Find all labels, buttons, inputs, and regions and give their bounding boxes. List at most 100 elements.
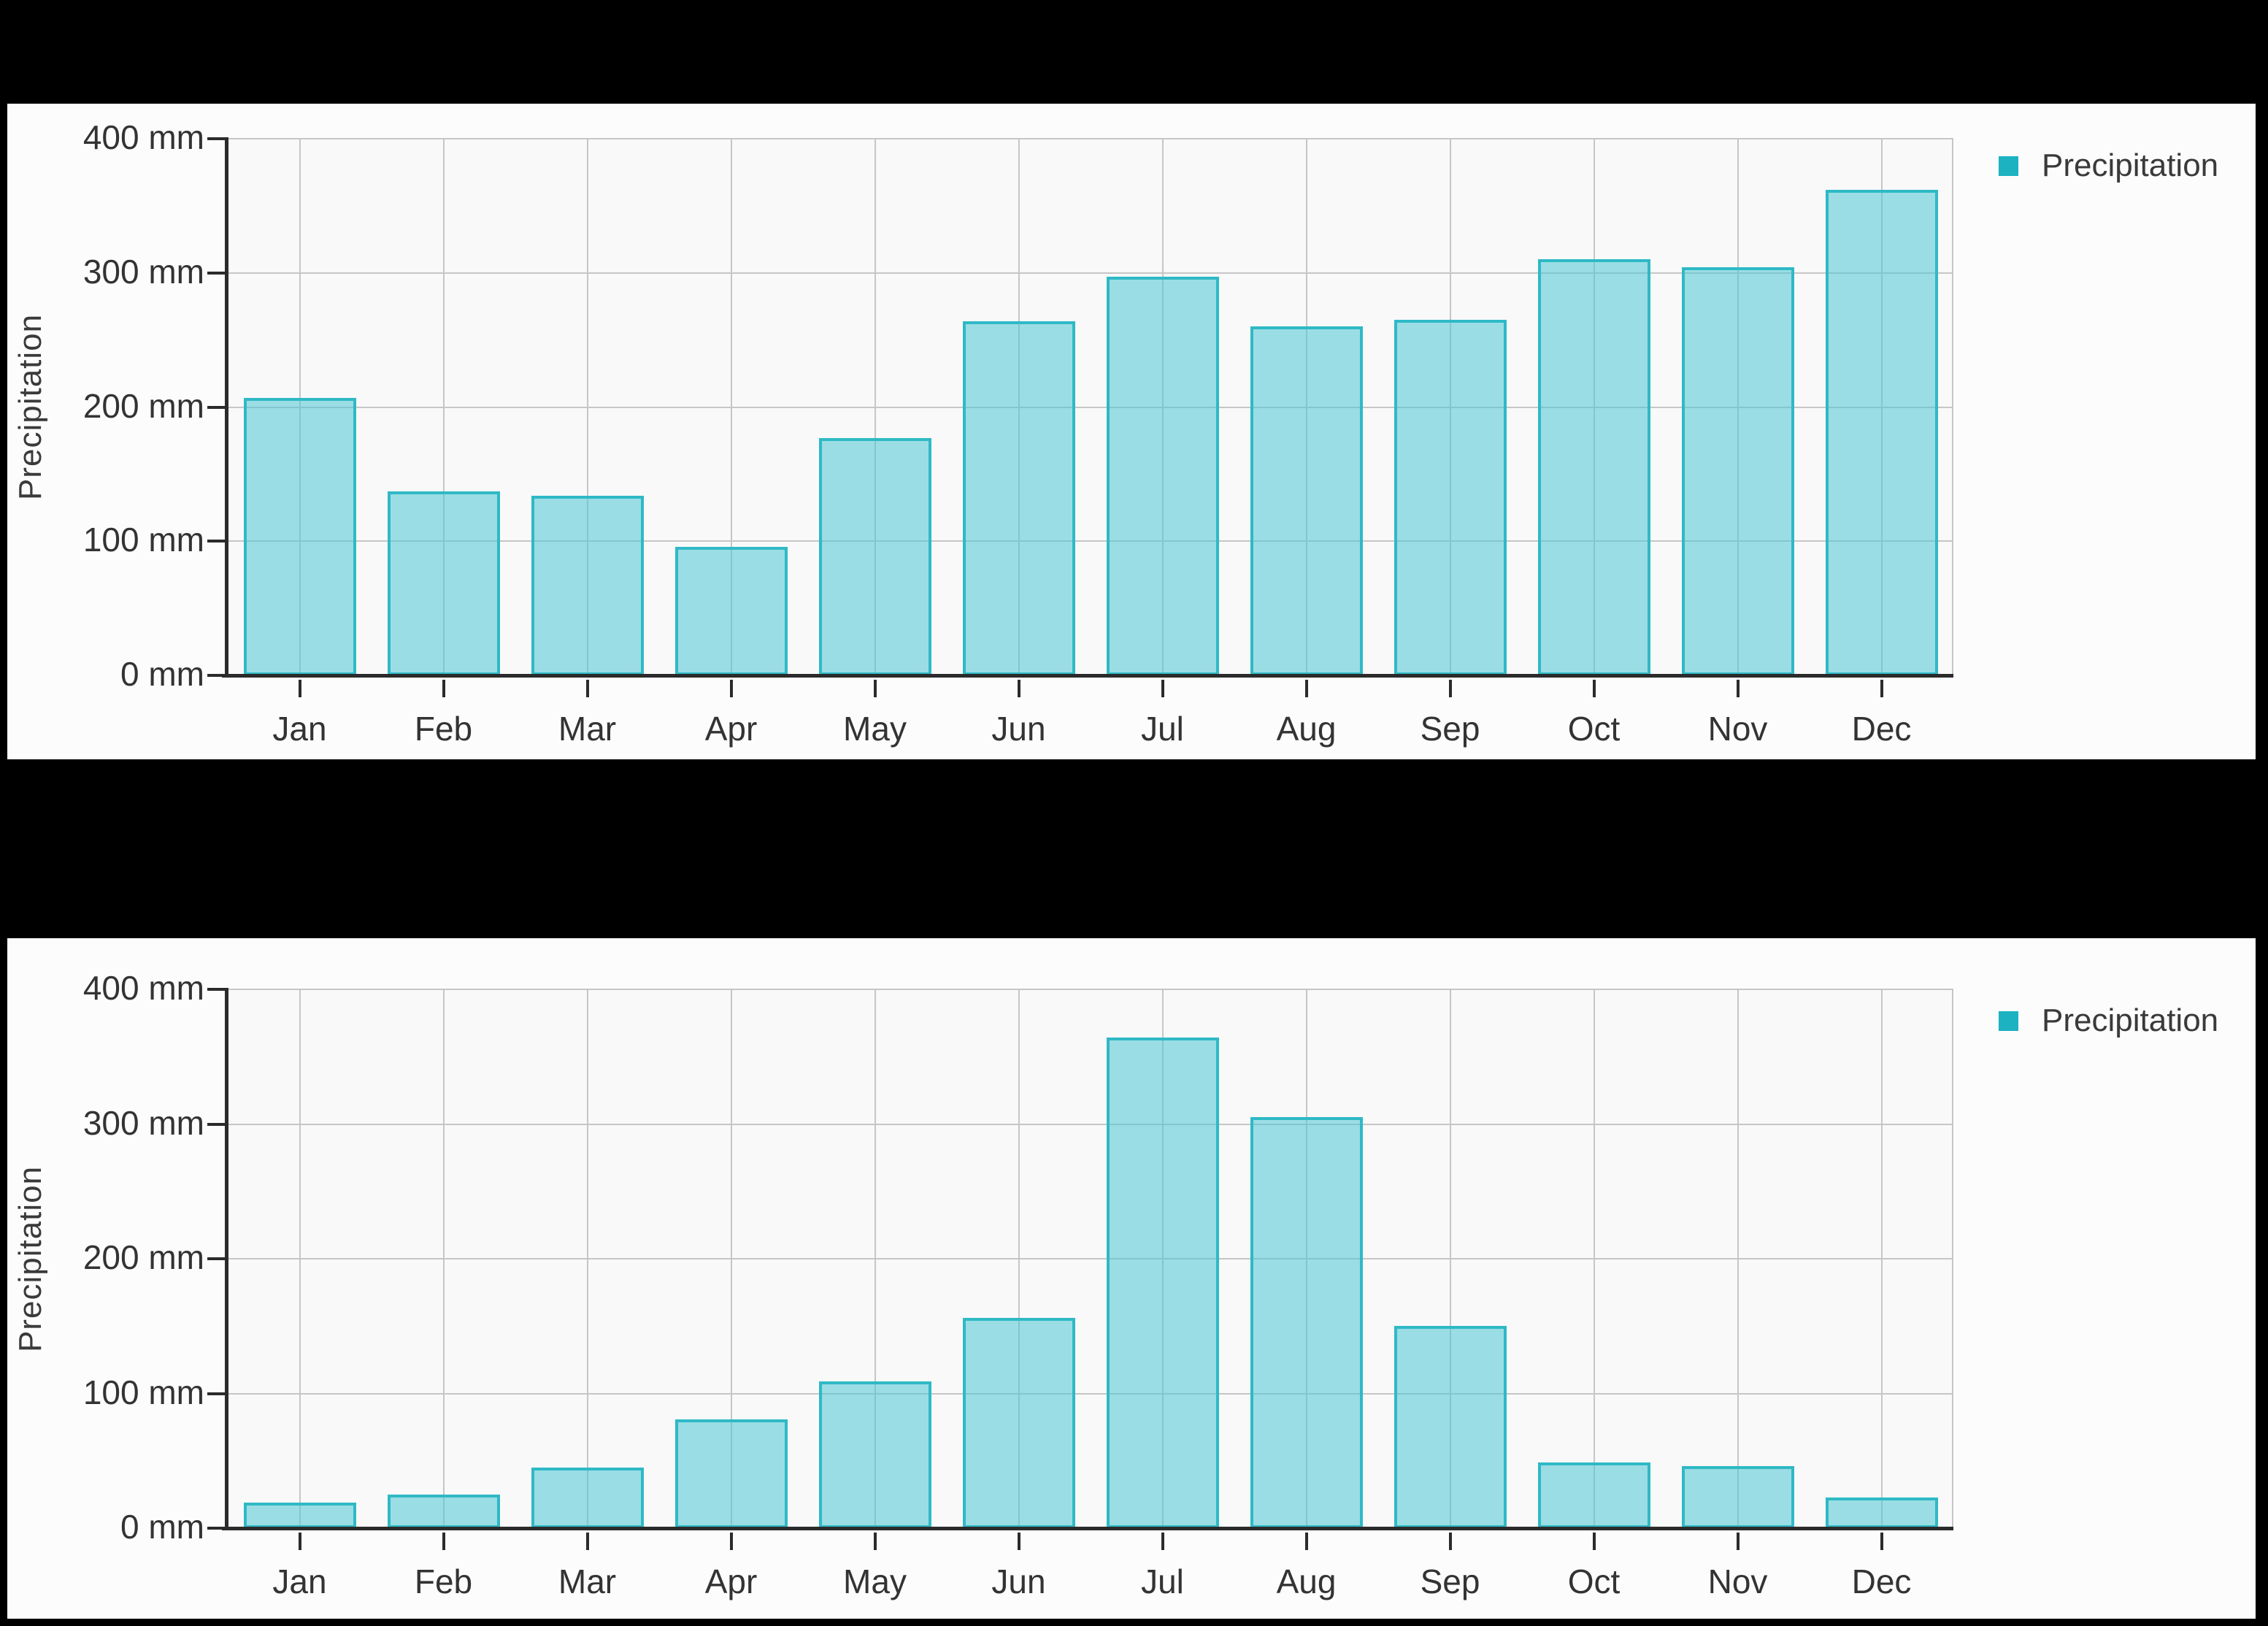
x-tick-label: Jul xyxy=(1141,710,1184,748)
bar-oct[interactable] xyxy=(1537,259,1650,675)
y-tick-label: 0 mm xyxy=(120,1508,204,1546)
bar-feb[interactable] xyxy=(387,1495,500,1528)
gridline-vertical xyxy=(1449,989,1451,1528)
x-tick-mark xyxy=(729,680,733,697)
bar-mar[interactable] xyxy=(531,496,644,675)
y-tick-label: 200 mm xyxy=(82,1238,204,1276)
bar-jan[interactable] xyxy=(243,1503,356,1528)
y-tick-mark xyxy=(207,540,226,543)
x-tick-label: May xyxy=(843,1562,907,1600)
y-tick-mark xyxy=(207,674,226,677)
gridline-vertical xyxy=(1018,989,1020,1528)
bar-oct[interactable] xyxy=(1537,1462,1650,1528)
bar-sep[interactable] xyxy=(1394,320,1507,675)
bar-jan[interactable] xyxy=(243,398,356,675)
x-tick-label: Jul xyxy=(1141,1562,1184,1600)
x-tick-mark xyxy=(1017,1533,1020,1550)
bar-nov[interactable] xyxy=(1681,267,1794,675)
x-tick-label: Jun xyxy=(991,1562,1046,1600)
gridline-vertical xyxy=(586,989,588,1528)
y-tick-mark xyxy=(207,137,226,140)
x-tick-label: Sep xyxy=(1420,1562,1480,1600)
x-axis-line xyxy=(222,1527,1953,1530)
x-tick-mark xyxy=(873,1533,877,1550)
bar-jul[interactable] xyxy=(1106,1038,1219,1528)
y-tick-mark xyxy=(207,1392,226,1395)
gridline-horizontal xyxy=(228,1123,1953,1125)
x-tick-label: Aug xyxy=(1276,1562,1337,1600)
y-tick-label: 400 mm xyxy=(82,118,204,156)
gridline-vertical xyxy=(730,989,732,1528)
x-tick-label: Jan xyxy=(272,710,327,748)
gridline-vertical xyxy=(1737,989,1739,1528)
y-tick-mark xyxy=(207,1122,226,1126)
x-tick-mark xyxy=(1736,680,1740,697)
x-tick-mark xyxy=(585,680,589,697)
gridline-vertical xyxy=(874,139,876,675)
gridline-horizontal xyxy=(228,406,1953,408)
x-tick-label: Mar xyxy=(558,710,617,748)
x-tick-label: Feb xyxy=(414,710,473,748)
gridline-vertical xyxy=(730,139,732,675)
x-tick-label: Dec xyxy=(1851,1562,1912,1600)
bar-jul[interactable] xyxy=(1106,277,1219,675)
y-tick-label: 300 mm xyxy=(82,1103,204,1142)
bar-aug[interactable] xyxy=(1250,326,1363,675)
x-tick-mark xyxy=(1448,1533,1452,1550)
x-tick-label: May xyxy=(843,710,907,748)
x-tick-label: Oct xyxy=(1567,1562,1621,1600)
gridline-vertical xyxy=(442,989,445,1528)
bar-feb[interactable] xyxy=(387,491,500,675)
legend-label: Precipitation xyxy=(2042,1002,2219,1038)
y-tick-label: 300 mm xyxy=(82,252,204,291)
gridline-horizontal xyxy=(228,138,1953,139)
x-tick-mark xyxy=(1304,680,1308,697)
gridline-horizontal xyxy=(228,989,1953,990)
gridline-vertical xyxy=(874,989,876,1528)
bar-apr[interactable] xyxy=(674,1419,788,1528)
plot-right-border xyxy=(1952,139,1953,675)
bar-jun[interactable] xyxy=(962,321,1075,675)
x-tick-mark xyxy=(1880,1533,1883,1550)
precipitation-chart-top: Precipitation Precipitation 400 mm 300 mm… xyxy=(7,104,2256,759)
x-tick-mark xyxy=(585,1533,589,1550)
bar-dec[interactable] xyxy=(1825,190,1938,675)
x-tick-label: Apr xyxy=(704,710,758,748)
bar-sep[interactable] xyxy=(1394,1326,1507,1528)
x-tick-mark xyxy=(1017,680,1020,697)
y-tick-mark xyxy=(207,271,226,275)
bar-aug[interactable] xyxy=(1250,1117,1363,1528)
x-tick-mark xyxy=(1880,680,1883,697)
y-tick-mark xyxy=(207,1257,226,1260)
bar-dec[interactable] xyxy=(1825,1497,1938,1528)
x-tick-label: Mar xyxy=(558,1562,617,1600)
x-tick-label: Nov xyxy=(1707,710,1768,748)
gridline-vertical xyxy=(299,989,301,1528)
x-axis-line xyxy=(222,674,1953,678)
bar-jun[interactable] xyxy=(962,1318,1075,1528)
x-tick-mark xyxy=(442,680,445,697)
x-tick-label: Aug xyxy=(1276,710,1337,748)
bar-may[interactable] xyxy=(818,438,931,675)
legend[interactable]: Precipitation xyxy=(1999,1002,2218,1039)
x-tick-mark xyxy=(873,680,877,697)
y-tick-mark xyxy=(207,1527,226,1530)
legend-label: Precipitation xyxy=(2042,147,2219,183)
gridline-vertical xyxy=(1880,989,1883,1528)
x-tick-label: Feb xyxy=(414,1562,473,1600)
y-tick-mark xyxy=(207,405,226,409)
x-tick-mark xyxy=(1592,1533,1596,1550)
y-axis-line xyxy=(225,988,228,1530)
bar-nov[interactable] xyxy=(1681,1466,1794,1528)
gridline-horizontal xyxy=(228,1392,1953,1395)
bar-apr[interactable] xyxy=(674,547,788,675)
gridline-horizontal xyxy=(228,1258,1953,1259)
x-tick-mark xyxy=(1592,680,1596,697)
bar-may[interactable] xyxy=(818,1381,931,1528)
gridline-vertical xyxy=(442,139,445,675)
bar-mar[interactable] xyxy=(531,1468,644,1528)
y-tick-label: 400 mm xyxy=(82,969,204,1007)
gridline-vertical xyxy=(586,139,588,675)
legend[interactable]: Precipitation xyxy=(1999,147,2218,184)
x-tick-label: Sep xyxy=(1420,710,1480,748)
